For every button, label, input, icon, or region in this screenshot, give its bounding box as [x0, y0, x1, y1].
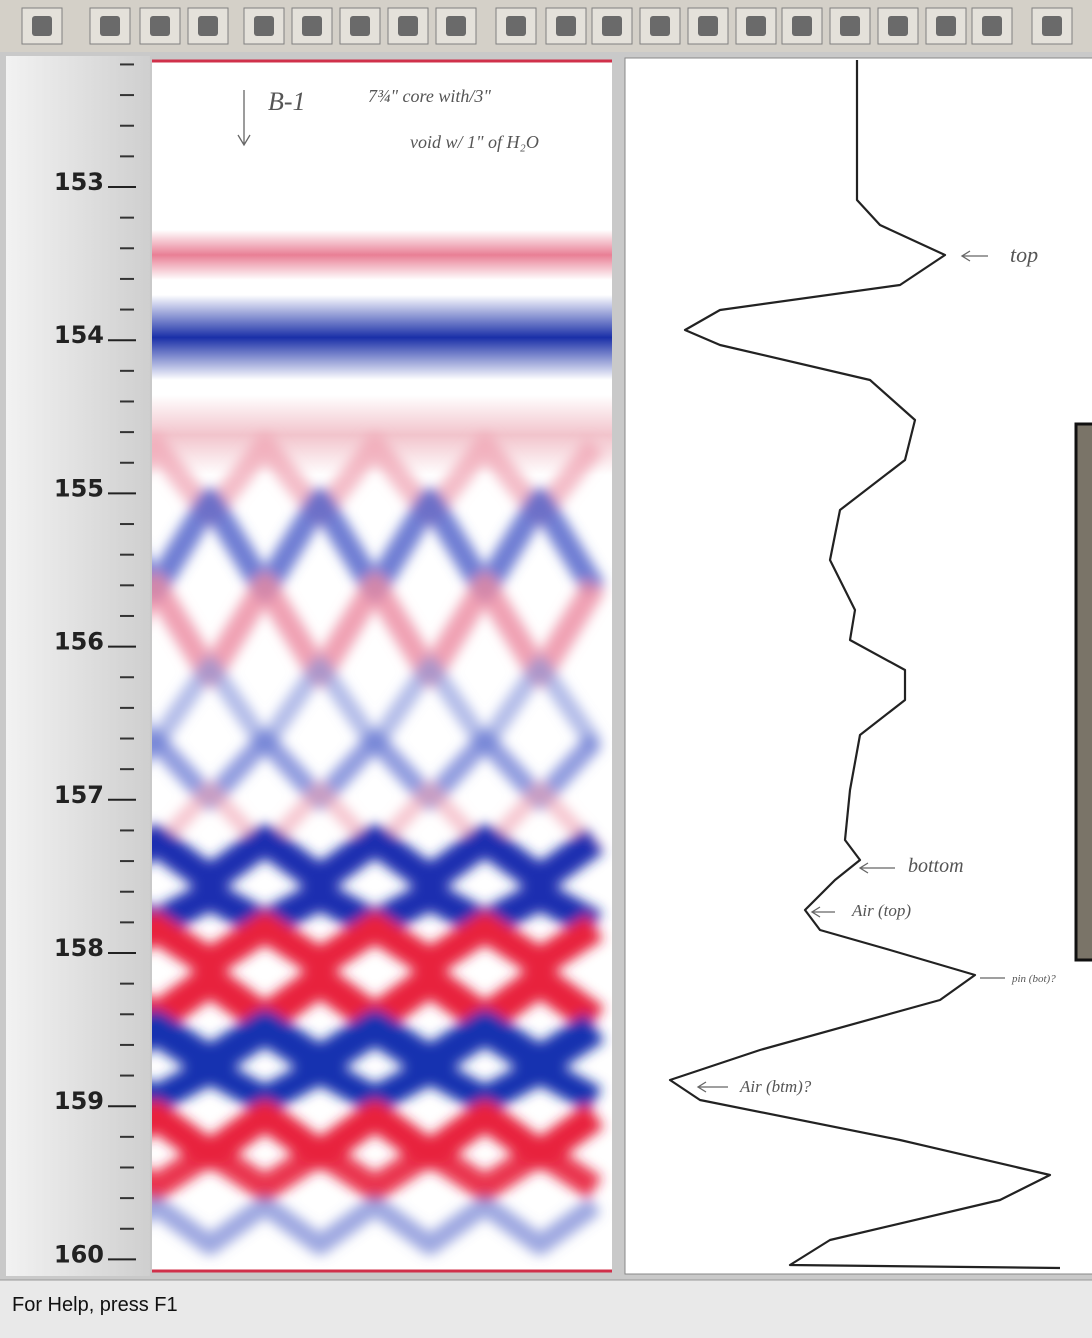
depth-label: 153 — [54, 168, 104, 196]
toolbar-button[interactable] — [243, 7, 285, 45]
button-icon[interactable] — [350, 16, 370, 36]
reflection — [152, 1100, 604, 1170]
depth-label: 160 — [54, 1240, 104, 1268]
reflection — [152, 730, 603, 810]
depth-label: 158 — [54, 934, 104, 962]
button-icon[interactable] — [936, 16, 956, 36]
reflection-band — [152, 230, 612, 280]
button-icon[interactable] — [556, 16, 576, 36]
button-icon[interactable] — [32, 16, 52, 36]
toolbar-button[interactable] — [735, 7, 777, 45]
depth-label: 156 — [54, 628, 104, 656]
toolbar-button[interactable] — [495, 7, 537, 45]
button-icon[interactable] — [254, 16, 274, 36]
reflection — [152, 488, 606, 602]
note: 7¾" core with/3" — [368, 86, 491, 106]
button-icon[interactable] — [446, 16, 466, 36]
reflection — [152, 912, 604, 978]
reflection-band — [152, 295, 612, 380]
button-icon[interactable] — [792, 16, 812, 36]
toolbar-button[interactable] — [877, 7, 919, 45]
hyperbolas — [152, 434, 606, 1255]
depth-label: 154 — [54, 321, 104, 349]
button-icon[interactable] — [100, 16, 120, 36]
toolbar-button[interactable] — [139, 7, 181, 45]
toolbar-button[interactable] — [687, 7, 729, 45]
toolbar-button[interactable] — [829, 7, 871, 45]
trace-panel — [624, 57, 1092, 1275]
toolbar-button[interactable] — [639, 7, 681, 45]
button-icon[interactable] — [888, 16, 908, 36]
toolbar-button[interactable] — [545, 7, 587, 45]
button-icon[interactable] — [398, 16, 418, 36]
note: Air (top) — [851, 901, 911, 920]
button-icon[interactable] — [650, 16, 670, 36]
reflection — [152, 1010, 605, 1080]
toolbar-button[interactable] — [435, 7, 477, 45]
reflection — [152, 434, 604, 526]
button-icon[interactable] — [150, 16, 170, 36]
toolbar-button[interactable] — [387, 7, 429, 45]
core-photo — [1074, 422, 1092, 962]
waveform-trace — [668, 60, 1061, 1270]
toolbar-button[interactable] — [339, 7, 381, 45]
note: Air (btm)? — [739, 1077, 812, 1096]
reflection — [152, 1195, 601, 1255]
depth-ruler — [6, 56, 150, 1276]
reflection — [152, 656, 603, 754]
depth-label: 157 — [54, 781, 104, 809]
reflection — [152, 825, 604, 895]
button-icon[interactable] — [746, 16, 766, 36]
button-icon[interactable] — [302, 16, 322, 36]
toolbar-button[interactable] — [187, 7, 229, 45]
note: B-1 — [268, 87, 306, 116]
status-bar — [0, 1280, 1092, 1338]
reflection — [152, 1139, 603, 1201]
toolbar-buttons — [21, 7, 1073, 45]
reflection — [152, 782, 601, 858]
button-icon[interactable] — [602, 16, 622, 36]
toolbar-button[interactable] — [89, 7, 131, 45]
button-icon[interactable] — [1042, 16, 1062, 36]
note: top — [1010, 242, 1038, 267]
toolbar-button[interactable] — [291, 7, 333, 45]
note: void w/ 1" of H₂O — [410, 132, 539, 152]
toolbar-button[interactable] — [1031, 7, 1073, 45]
button-icon[interactable] — [698, 16, 718, 36]
button-icon[interactable] — [506, 16, 526, 36]
radargram-image — [152, 230, 612, 1255]
toolbar-button[interactable] — [925, 7, 967, 45]
annotation-arrows — [237, 90, 1005, 1093]
ruler-ticks: 153 154 155 156 157 158 159 160 — [54, 63, 136, 1268]
note: bottom — [908, 855, 964, 877]
depth-label: 159 — [54, 1087, 104, 1115]
button-icon[interactable] — [982, 16, 1002, 36]
reflection — [152, 573, 606, 687]
reflection — [152, 1056, 602, 1114]
note: pin (bot)? — [1011, 973, 1056, 985]
button-icon[interactable] — [198, 16, 218, 36]
toolbar-button[interactable] — [21, 7, 63, 45]
toolbar-button[interactable] — [591, 7, 633, 45]
depth-label: 155 — [54, 474, 104, 502]
status-text: For Help, press F1 — [12, 1294, 178, 1316]
button-icon[interactable] — [840, 16, 860, 36]
reflection — [152, 880, 603, 940]
reflection — [152, 964, 605, 1036]
toolbar-button[interactable] — [971, 7, 1013, 45]
toolbar-button[interactable] — [781, 7, 823, 45]
